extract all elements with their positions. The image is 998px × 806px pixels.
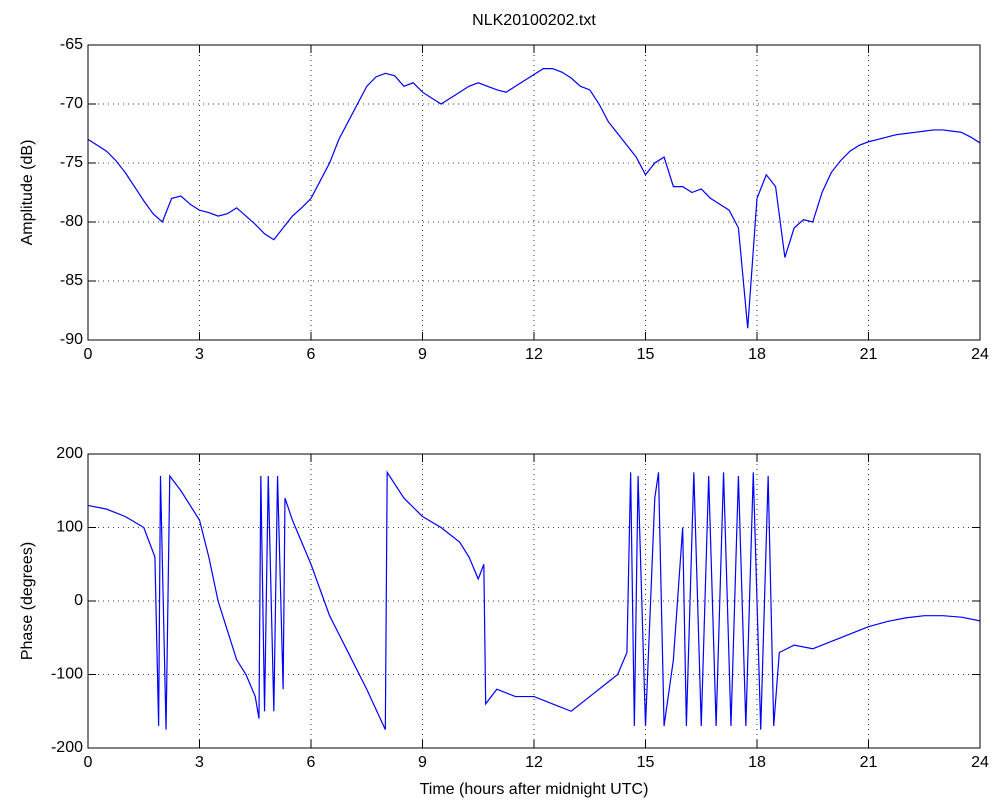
y-tick-label: -90: [60, 331, 83, 348]
x-tick-label: 9: [418, 346, 427, 363]
x-tick-label: 3: [195, 346, 204, 363]
x-tick-label: 12: [525, 346, 543, 363]
x-tick-label: 18: [748, 346, 766, 363]
x-tick-label: 12: [525, 754, 543, 771]
x-tick-label: 3: [195, 754, 204, 771]
data-line: [87, 68, 981, 329]
axes-frame: [87, 44, 981, 341]
y-tick-label: -65: [60, 36, 83, 53]
x-tick-label: 9: [418, 754, 427, 771]
x-axis-label: Time (hours after midnight UTC): [420, 781, 649, 798]
y-tick-label: 0: [74, 592, 83, 609]
y-axis-label: Phase (degrees): [19, 542, 36, 660]
y-tick-label: -75: [60, 154, 83, 171]
x-tick-label: 6: [307, 346, 316, 363]
chart-title: NLK20100202.txt: [472, 12, 596, 29]
axes-frame: [87, 453, 981, 749]
x-tick-label: 21: [860, 754, 878, 771]
y-tick-label: -200: [51, 739, 83, 756]
y-tick-label: -100: [51, 666, 83, 683]
x-tick-label: 24: [971, 346, 989, 363]
x-tick-label: 18: [748, 754, 766, 771]
x-tick-label: 21: [860, 346, 878, 363]
y-tick-label: -85: [60, 272, 83, 289]
x-tick-label: 15: [637, 754, 655, 771]
x-tick-label: 0: [84, 346, 93, 363]
x-tick-label: 6: [307, 754, 316, 771]
x-tick-label: 15: [637, 346, 655, 363]
y-tick-label: 100: [56, 519, 83, 536]
data-line: [87, 470, 981, 730]
x-tick-label: 0: [84, 754, 93, 771]
y-tick-label: 200: [56, 445, 83, 462]
y-axis-label: Amplitude (dB): [19, 140, 36, 246]
y-tick-label: -70: [60, 95, 83, 112]
y-tick-label: -80: [60, 213, 83, 230]
x-tick-label: 24: [971, 754, 989, 771]
